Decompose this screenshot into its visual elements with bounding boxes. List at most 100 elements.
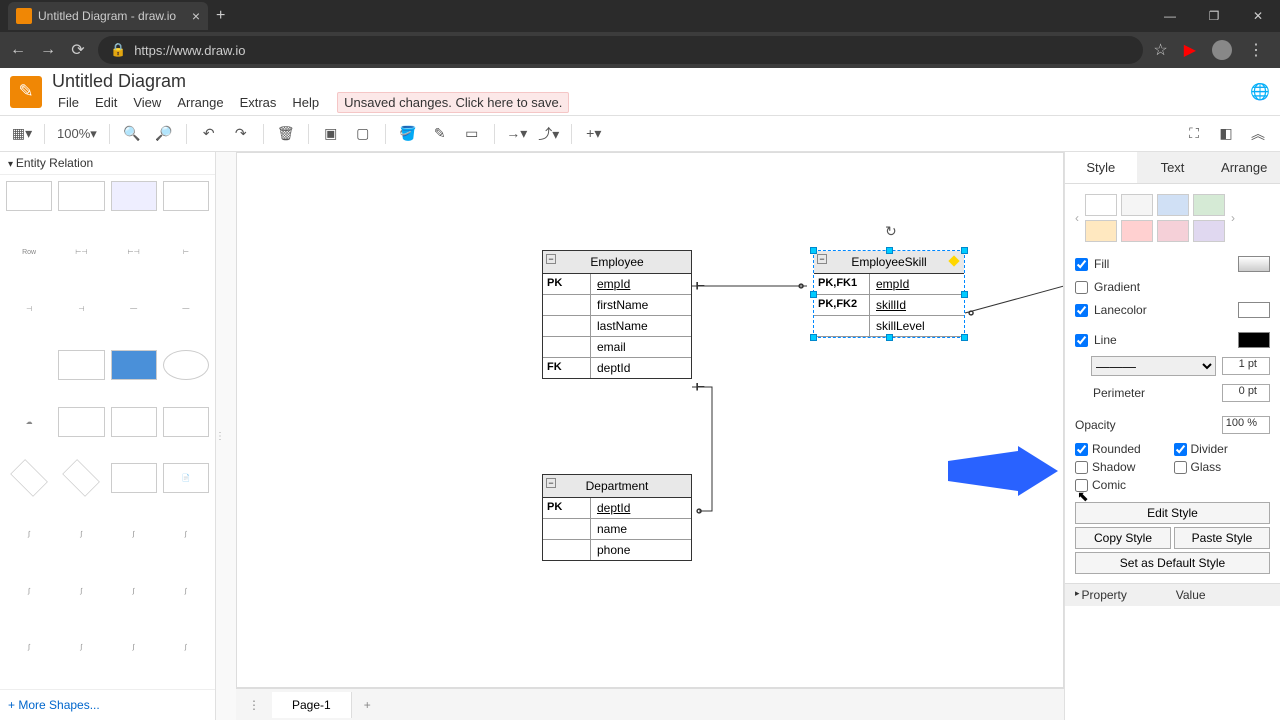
- line-width-input[interactable]: 1 pt: [1222, 357, 1270, 375]
- youtube-icon[interactable]: ▶: [1184, 40, 1196, 60]
- shape-thumb[interactable]: ∫: [163, 633, 209, 663]
- close-window-button[interactable]: ✕: [1236, 0, 1280, 32]
- shape-thumb[interactable]: ☁: [6, 407, 52, 437]
- shape-thumb[interactable]: [163, 350, 209, 380]
- shape-thumb[interactable]: [58, 407, 104, 437]
- opacity-input[interactable]: 100 %: [1222, 416, 1270, 434]
- shape-thumb[interactable]: ∫: [6, 633, 52, 663]
- swatch[interactable]: [1085, 220, 1117, 242]
- page-tab-1[interactable]: Page-1: [272, 692, 352, 718]
- shape-thumb[interactable]: [111, 407, 157, 437]
- browser-tab[interactable]: Untitled Diagram - draw.io ×: [8, 2, 208, 30]
- shape-thumb[interactable]: Row: [6, 237, 52, 267]
- menu-icon[interactable]: ⋮: [1248, 40, 1264, 60]
- line-color-icon[interactable]: ✎: [426, 120, 454, 148]
- entity-department[interactable]: −Department PKdeptId name phone: [542, 474, 692, 561]
- entity-employee[interactable]: −Employee PKempId firstName lastName ema…: [542, 250, 692, 379]
- perimeter-input[interactable]: 0 pt: [1222, 384, 1270, 402]
- line-style-select[interactable]: ———: [1091, 356, 1216, 376]
- minimize-button[interactable]: —: [1148, 0, 1192, 32]
- shape-thumb[interactable]: ⊣: [6, 294, 52, 324]
- swatch[interactable]: [1085, 194, 1117, 216]
- shape-thumb[interactable]: [63, 459, 101, 497]
- swatch[interactable]: [1157, 194, 1189, 216]
- shape-thumb[interactable]: —: [163, 294, 209, 324]
- add-page-button[interactable]: +: [352, 698, 383, 712]
- connection-icon[interactable]: →▾: [503, 120, 531, 148]
- shape-thumb[interactable]: ⊢: [163, 237, 209, 267]
- set-default-style-button[interactable]: Set as Default Style: [1075, 552, 1270, 574]
- shape-thumb[interactable]: [58, 350, 104, 380]
- shape-thumb[interactable]: ⊢⊣: [111, 237, 157, 267]
- shape-thumb[interactable]: —: [111, 294, 157, 324]
- shape-thumb[interactable]: 📄: [163, 463, 209, 493]
- shadow-checkbox[interactable]: [1075, 461, 1088, 474]
- fill-color[interactable]: [1238, 256, 1270, 272]
- tab-text[interactable]: Text: [1137, 152, 1209, 183]
- glass-checkbox[interactable]: [1174, 461, 1187, 474]
- tab-close-icon[interactable]: ×: [192, 8, 200, 24]
- entity-employeeskill[interactable]: −EmployeeSkill PK,FK1empId PK,FK2skillId…: [813, 250, 965, 338]
- shape-thumb[interactable]: ∫: [111, 633, 157, 663]
- shape-thumb[interactable]: [10, 459, 48, 497]
- new-tab-button[interactable]: +: [216, 7, 225, 25]
- menu-view[interactable]: View: [127, 93, 167, 112]
- shape-thumb[interactable]: ∫: [58, 520, 104, 550]
- shape-thumb[interactable]: ∫: [58, 633, 104, 663]
- swatch[interactable]: [1193, 220, 1225, 242]
- star-icon[interactable]: ☆: [1153, 40, 1167, 60]
- section-entity-relation[interactable]: Entity Relation: [0, 152, 215, 175]
- fill-color-icon[interactable]: 🪣: [394, 120, 422, 148]
- shape-thumb[interactable]: [58, 181, 104, 211]
- url-input[interactable]: 🔒 https://www.draw.io: [98, 36, 1143, 64]
- line-checkbox[interactable]: [1075, 334, 1088, 347]
- to-front-icon[interactable]: ▣: [317, 120, 345, 148]
- forward-button[interactable]: →: [38, 41, 58, 59]
- shape-thumb[interactable]: ∫: [163, 520, 209, 550]
- shape-thumb[interactable]: ∫: [6, 520, 52, 550]
- document-title[interactable]: Untitled Diagram: [52, 71, 569, 92]
- shape-thumb[interactable]: [6, 350, 52, 380]
- swatch[interactable]: [1121, 220, 1153, 242]
- edit-style-button[interactable]: Edit Style: [1075, 502, 1270, 524]
- shape-thumb[interactable]: [163, 181, 209, 211]
- sidebar-splitter[interactable]: [216, 152, 224, 720]
- waypoint-icon[interactable]: ⤴▾: [535, 120, 563, 148]
- shape-thumb[interactable]: [6, 181, 52, 211]
- shadow-icon[interactable]: ▭: [458, 120, 486, 148]
- page-menu-icon[interactable]: ⋮: [236, 698, 272, 712]
- shape-thumb[interactable]: [111, 350, 157, 380]
- gradient-checkbox[interactable]: [1075, 281, 1088, 294]
- paste-style-button[interactable]: Paste Style: [1174, 527, 1270, 549]
- zoom-level[interactable]: 100% ▾: [53, 126, 101, 142]
- swatch[interactable]: [1121, 194, 1153, 216]
- fill-checkbox[interactable]: [1075, 258, 1088, 271]
- menu-arrange[interactable]: Arrange: [171, 93, 229, 112]
- divider-checkbox[interactable]: [1174, 443, 1187, 456]
- maximize-button[interactable]: ❐: [1192, 0, 1236, 32]
- unsaved-banner[interactable]: Unsaved changes. Click here to save.: [337, 92, 569, 113]
- tab-arrange[interactable]: Arrange: [1208, 152, 1280, 183]
- lanecolor-color[interactable]: [1238, 302, 1270, 318]
- more-shapes-button[interactable]: + More Shapes...: [0, 689, 215, 720]
- comic-checkbox[interactable]: [1075, 479, 1088, 492]
- menu-extras[interactable]: Extras: [234, 93, 283, 112]
- format-panel-icon[interactable]: ◧: [1212, 120, 1240, 148]
- menu-file[interactable]: File: [52, 93, 85, 112]
- redo-icon[interactable]: ↷: [227, 120, 255, 148]
- swatch-next-icon[interactable]: ›: [1229, 211, 1237, 225]
- shape-thumb[interactable]: ∫: [58, 576, 104, 606]
- property-header[interactable]: Property Value: [1065, 583, 1280, 606]
- profile-avatar[interactable]: [1212, 40, 1232, 60]
- canvas[interactable]: ⊢○ ○⊢ ⊢○ −Employee PKempId firstName las…: [236, 152, 1064, 688]
- menu-edit[interactable]: Edit: [89, 93, 123, 112]
- to-back-icon[interactable]: ▢: [349, 120, 377, 148]
- shape-thumb[interactable]: [111, 181, 157, 211]
- shape-thumb[interactable]: ∫: [163, 576, 209, 606]
- menu-help[interactable]: Help: [286, 93, 325, 112]
- copy-style-button[interactable]: Copy Style: [1075, 527, 1171, 549]
- swatch[interactable]: [1193, 194, 1225, 216]
- undo-icon[interactable]: ↶: [195, 120, 223, 148]
- rounded-checkbox[interactable]: [1075, 443, 1088, 456]
- swatch-prev-icon[interactable]: ‹: [1073, 211, 1081, 225]
